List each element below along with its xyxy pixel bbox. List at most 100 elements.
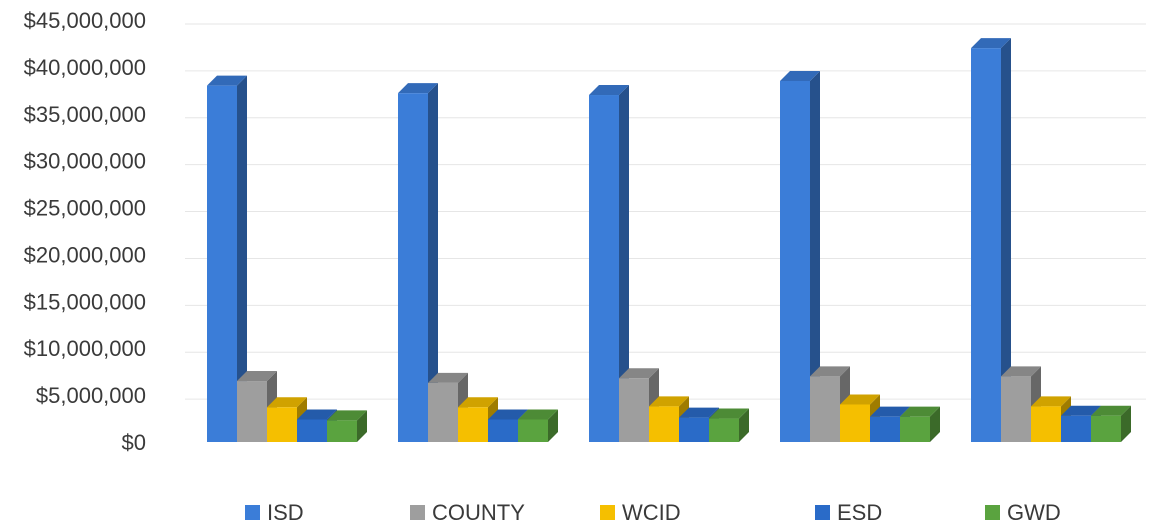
bar-top-face — [458, 397, 498, 408]
bar-isd — [398, 83, 438, 442]
bar-front-face — [207, 85, 237, 443]
y-axis-tick-labels: $0 $5,000,000 $10,000,000 $15,000,000 $20,00… — [24, 8, 146, 455]
bar-group — [780, 70, 940, 442]
bar-top-face — [207, 75, 247, 86]
bar-front-face — [237, 381, 267, 442]
bar-top-face — [810, 366, 850, 377]
y-tick-label: $5,000,000 — [36, 383, 146, 408]
legend-item-wcid: WCID — [600, 500, 681, 525]
bar-front-face — [971, 48, 1001, 443]
legend-label: ISD — [267, 500, 304, 525]
bar-group — [589, 85, 749, 443]
bar-top-face — [327, 410, 367, 421]
bar-front-face — [900, 416, 930, 442]
y-tick-label: $35,000,000 — [24, 102, 146, 127]
bar-top-face — [1031, 396, 1071, 407]
bar-side-face — [810, 70, 820, 442]
legend-swatch — [985, 505, 1000, 520]
legend: ISD COUNTY WCID ESD GWD — [245, 500, 1061, 525]
bar-top-face — [679, 407, 719, 418]
bar-front-face — [649, 406, 679, 442]
bar-side-face — [428, 83, 438, 442]
y-tick-label: $40,000,000 — [24, 55, 146, 80]
legend-label: COUNTY — [432, 500, 525, 525]
y-tick-label: $10,000,000 — [24, 336, 146, 361]
bar-front-face — [428, 382, 458, 442]
legend-item-gwd: GWD — [985, 500, 1061, 525]
legend-label: ESD — [837, 500, 882, 525]
bar-top-face — [709, 408, 749, 419]
y-tick-label: $45,000,000 — [24, 8, 146, 33]
bar-top-face — [428, 372, 468, 383]
bar-side-face — [1001, 38, 1011, 443]
bar-front-face — [1031, 406, 1061, 442]
legend-swatch — [815, 505, 830, 520]
bar-top-face — [237, 371, 277, 382]
legend-item-isd: ISD — [245, 500, 304, 525]
y-tick-label: $30,000,000 — [24, 149, 146, 174]
bar-side-face — [930, 406, 940, 442]
bar-gwd — [900, 406, 940, 442]
bar-top-face — [1091, 405, 1131, 416]
bar-top-face — [780, 70, 820, 81]
bar-gwd — [327, 410, 367, 442]
bar-wcid — [1031, 396, 1071, 442]
bar-front-face — [398, 93, 428, 442]
bar-side-face — [1121, 405, 1131, 442]
bar-gwd — [1091, 405, 1131, 442]
bar-side-face — [237, 75, 247, 443]
bar-top-face — [971, 38, 1011, 49]
bar-front-face — [267, 407, 297, 442]
bar-front-face — [518, 419, 548, 442]
bar-group — [398, 83, 558, 442]
bar-top-face — [297, 409, 337, 420]
bar-front-face — [458, 407, 488, 442]
legend-swatch — [410, 505, 425, 520]
bar-front-face — [840, 404, 870, 442]
bar-gwd — [518, 409, 558, 442]
bar-front-face — [1061, 415, 1091, 442]
bar-top-face — [518, 409, 558, 420]
bar-group — [207, 75, 367, 443]
bar-group — [971, 38, 1131, 443]
bar-front-face — [780, 80, 810, 442]
legend-item-county: COUNTY — [410, 500, 525, 525]
bar-top-face — [1001, 366, 1041, 377]
y-tick-label: $25,000,000 — [24, 196, 146, 221]
bar-top-face — [398, 83, 438, 94]
bars — [207, 38, 1131, 443]
bar-front-face — [1091, 415, 1121, 442]
grid-lines — [185, 23, 1146, 400]
bar-front-face — [870, 416, 900, 442]
bar-side-face — [619, 85, 629, 443]
bar-top-face — [267, 397, 307, 408]
bar-isd — [207, 75, 247, 443]
bar-side-face — [548, 409, 558, 442]
bar-top-face — [870, 406, 910, 417]
bar-side-face — [357, 410, 367, 442]
bar-top-face — [1061, 405, 1101, 416]
legend-item-esd: ESD — [815, 500, 882, 525]
bar-isd — [971, 38, 1011, 443]
bar-top-face — [488, 409, 528, 420]
legend-swatch — [245, 505, 260, 520]
bar-front-face — [619, 378, 649, 442]
y-tick-label: $15,000,000 — [24, 289, 146, 314]
legend-label: GWD — [1007, 500, 1061, 525]
bar-top-face — [619, 368, 659, 379]
bar-front-face — [488, 419, 518, 442]
bar-isd — [780, 70, 820, 442]
y-tick-label: $0 — [122, 430, 146, 455]
bar-front-face — [810, 376, 840, 442]
bar-top-face — [900, 406, 940, 417]
bar-top-face — [840, 394, 880, 405]
legend-swatch — [600, 505, 615, 520]
legend-label: WCID — [622, 500, 681, 525]
bar-gwd — [709, 408, 749, 442]
bar-isd — [589, 85, 629, 443]
bar-front-face — [679, 417, 709, 442]
bar-front-face — [327, 420, 357, 442]
bar-top-face — [589, 85, 629, 96]
y-tick-label: $20,000,000 — [24, 242, 146, 267]
